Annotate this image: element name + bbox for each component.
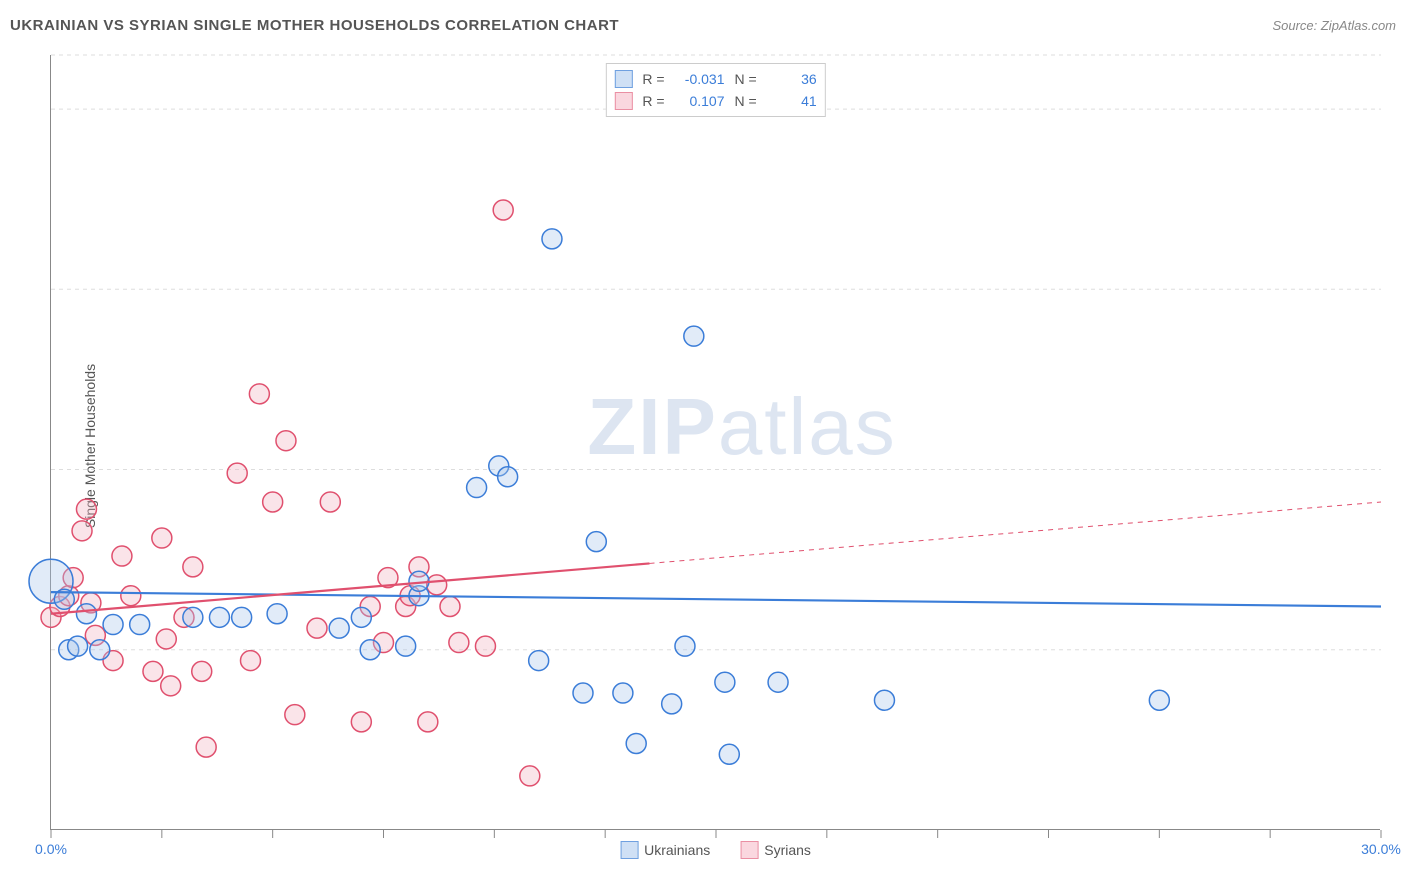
point-syrians [72,521,92,541]
title-bar: UKRAINIAN VS SYRIAN SINGLE MOTHER HOUSEH… [10,10,1396,40]
point-ukrainians [351,607,371,627]
point-ukrainians [715,672,735,692]
point-ukrainians [498,467,518,487]
r-value-syrians: 0.107 [675,93,725,109]
x-tick-label: 30.0% [1361,841,1401,857]
x-tick-label: 0.0% [35,841,67,857]
legend-label-ukrainians: Ukrainians [644,842,710,858]
legend-stats-row-ukrainians: R = -0.031 N = 36 [614,68,816,90]
r-label: R = [642,93,664,109]
point-ukrainians [360,640,380,660]
point-ukrainians [232,607,252,627]
legend-label-syrians: Syrians [764,842,811,858]
point-syrians [520,766,540,786]
point-ukrainians [183,607,203,627]
r-value-ukrainians: -0.031 [675,71,725,87]
legend-stats-box: R = -0.031 N = 36 R = 0.107 N = 41 [605,63,825,117]
point-ukrainians [874,690,894,710]
plot-area: ZIPatlas R = -0.031 N = 36 R = 0.107 N =… [50,55,1380,830]
point-syrians [276,431,296,451]
point-ukrainians [90,640,110,660]
point-ukrainians [467,478,487,498]
point-ukrainians [329,618,349,638]
legend-swatch-ukrainians [614,70,632,88]
point-ukrainians [396,636,416,656]
point-syrians [475,636,495,656]
point-syrians [351,712,371,732]
legend-swatch-syrians [614,92,632,110]
n-value-syrians: 41 [767,93,817,109]
r-label: R = [642,71,664,87]
trendline-ukrainians [51,592,1381,606]
chart-container: UKRAINIAN VS SYRIAN SINGLE MOTHER HOUSEH… [0,0,1406,892]
n-value-ukrainians: 36 [767,71,817,87]
point-syrians [76,499,96,519]
point-ukrainians [209,607,229,627]
point-syrians [263,492,283,512]
point-syrians [183,557,203,577]
point-syrians [418,712,438,732]
point-syrians [152,528,172,548]
trendline-syrians-dash [650,502,1382,563]
point-ukrainians [586,532,606,552]
point-ukrainians [626,733,646,753]
legend-stats-row-syrians: R = 0.107 N = 41 [614,90,816,112]
legend-swatch-syrians [740,841,758,859]
point-syrians [493,200,513,220]
legend-item-syrians: Syrians [740,841,811,859]
point-syrians [440,597,460,617]
point-ukrainians [684,326,704,346]
point-ukrainians [573,683,593,703]
point-ukrainians [130,615,150,635]
point-ukrainians [542,229,562,249]
point-syrians [121,586,141,606]
point-ukrainians [719,744,739,764]
point-ukrainians [103,615,123,635]
point-ukrainians [1149,690,1169,710]
chart-title: UKRAINIAN VS SYRIAN SINGLE MOTHER HOUSEH… [10,17,619,34]
chart-svg [51,55,1380,829]
point-syrians [427,575,447,595]
point-syrians [241,651,261,671]
trendline-syrians [51,563,650,613]
point-ukrainians [768,672,788,692]
point-ukrainians [662,694,682,714]
legend-swatch-ukrainians [620,841,638,859]
point-syrians [320,492,340,512]
point-ukrainians [267,604,287,624]
point-ukrainians [613,683,633,703]
legend-series-box: Ukrainians Syrians [620,841,811,859]
n-label: N = [735,93,757,109]
point-syrians [227,463,247,483]
point-syrians [156,629,176,649]
point-syrians [161,676,181,696]
n-label: N = [735,71,757,87]
point-syrians [249,384,269,404]
point-ukrainians [529,651,549,671]
point-syrians [143,661,163,681]
legend-item-ukrainians: Ukrainians [620,841,710,859]
point-ukrainians [76,604,96,624]
point-syrians [192,661,212,681]
point-ukrainians [68,636,88,656]
point-syrians [307,618,327,638]
point-syrians [449,633,469,653]
point-syrians [196,737,216,757]
point-syrians [112,546,132,566]
point-ukrainians [675,636,695,656]
point-syrians [285,705,305,725]
source-label: Source: ZipAtlas.com [1272,18,1396,33]
